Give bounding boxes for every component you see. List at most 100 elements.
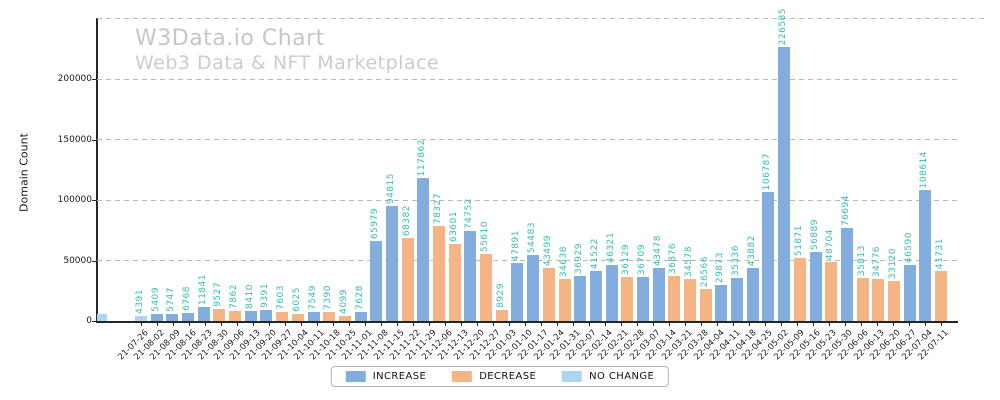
x-tick-mark — [381, 322, 382, 326]
x-tick-mark — [397, 322, 398, 326]
x-tick-mark — [285, 322, 286, 326]
bar-value-label: 46590 — [903, 231, 914, 263]
x-tick-mark — [717, 322, 718, 326]
legend-swatch-no_change — [562, 371, 583, 382]
y-axis-spine — [96, 18, 98, 322]
x-tick-mark — [829, 322, 830, 326]
bar-decrease — [825, 262, 838, 321]
bar-value-label: 7549 — [307, 285, 318, 310]
bar-value-label: 5409 — [150, 287, 161, 312]
bar-decrease — [558, 279, 571, 321]
x-tick-mark — [461, 322, 462, 326]
x-tick-mark — [525, 322, 526, 326]
x-tick-mark — [509, 322, 510, 326]
bar-value-label: 117862 — [417, 138, 428, 176]
bar-value-label: 36876 — [668, 242, 679, 274]
bar-value-label: 35336 — [731, 244, 742, 276]
bar-value-label: 36929 — [574, 242, 585, 274]
bar-value-label: 34638 — [558, 245, 569, 277]
bar-decrease — [872, 279, 885, 321]
bar-decrease — [401, 238, 414, 321]
bar-value-label: 54483 — [527, 221, 538, 253]
bar-no_change — [135, 316, 147, 321]
x-tick-mark — [557, 322, 558, 326]
bar-value-label: 47891 — [511, 229, 522, 261]
bar-value-label: 34776 — [872, 245, 883, 277]
bar-value-label: 68382 — [401, 204, 412, 236]
bar-decrease — [338, 316, 351, 321]
bar-increase — [197, 307, 210, 321]
gridline-top — [97, 18, 985, 19]
x-tick-mark — [765, 322, 766, 326]
x-tick-mark — [685, 322, 686, 326]
y-tick-mark — [92, 79, 96, 80]
bar-value-label: 7628 — [354, 285, 365, 310]
bar-value-label: 9391 — [260, 283, 271, 308]
bar-value-label: 43478 — [652, 234, 663, 266]
y-axis-label: Domain Count — [17, 133, 31, 212]
bar-increase — [636, 277, 649, 321]
x-tick-mark — [573, 322, 574, 326]
y-tick-label: 50000 — [63, 255, 92, 266]
bar-value-label: 226585 — [778, 7, 789, 45]
y-tick-label: 100000 — [57, 195, 92, 205]
corner-artifact-bar — [97, 314, 107, 321]
bar-value-label: 7603 — [276, 285, 287, 310]
x-tick-mark — [797, 322, 798, 326]
bar-increase — [840, 228, 853, 321]
bar-value-label: 63601 — [448, 210, 459, 242]
bar-increase — [370, 241, 383, 321]
x-tick-mark — [701, 322, 702, 326]
x-tick-mark — [909, 322, 910, 326]
bar-increase — [652, 268, 665, 321]
x-tick-mark — [173, 322, 174, 326]
bar-decrease — [495, 310, 508, 321]
x-tick-mark — [413, 322, 414, 326]
bar-decrease — [621, 277, 634, 321]
x-tick-mark — [141, 322, 142, 326]
x-tick-mark — [653, 322, 654, 326]
x-tick-mark — [477, 322, 478, 326]
x-tick-mark — [237, 322, 238, 326]
bar-decrease — [480, 254, 493, 321]
bar-increase — [762, 192, 775, 321]
chart-watermark-title: W3Data.io Chart — [135, 26, 325, 51]
x-tick-mark — [605, 322, 606, 326]
bar-decrease — [229, 311, 242, 321]
bar-value-label: 6025 — [291, 287, 302, 312]
y-tick-mark — [92, 139, 96, 141]
bar-increase — [307, 312, 320, 321]
bar-value-label: 94815 — [385, 172, 396, 204]
bar-value-label: 36709 — [636, 243, 647, 275]
bar-value-label: 36129 — [621, 243, 632, 275]
bar-value-label: 8410 — [244, 284, 255, 309]
bar-decrease — [291, 314, 304, 321]
x-tick-mark — [429, 322, 430, 326]
bar-increase — [464, 231, 477, 321]
legend-label: INCREASE — [372, 371, 427, 382]
x-tick-mark — [813, 322, 814, 326]
bar-value-label: 78327 — [433, 192, 444, 224]
bar-value-label: 65979 — [370, 207, 381, 239]
bar-value-label: 33120 — [887, 247, 898, 279]
x-tick-mark — [301, 322, 302, 326]
bar-value-label: 51871 — [793, 224, 804, 256]
bar-decrease — [856, 278, 869, 321]
x-tick-mark — [317, 322, 318, 326]
y-tick-mark — [92, 200, 96, 201]
x-tick-mark — [253, 322, 254, 326]
bar-decrease — [448, 244, 461, 321]
x-tick-mark — [621, 322, 622, 326]
x-tick-mark — [637, 322, 638, 326]
bar-value-label: 55610 — [480, 220, 491, 252]
bar-increase — [527, 255, 540, 321]
bar-increase — [903, 265, 916, 321]
x-tick-mark — [861, 322, 862, 326]
x-tick-mark — [269, 322, 270, 326]
bar-increase — [809, 252, 822, 321]
bar-value-label: 5747 — [166, 287, 177, 312]
y-tick-mark — [92, 260, 96, 262]
bar-value-label: 8929 — [495, 283, 506, 308]
x-axis-spine — [96, 321, 958, 323]
bar-increase — [919, 190, 932, 321]
